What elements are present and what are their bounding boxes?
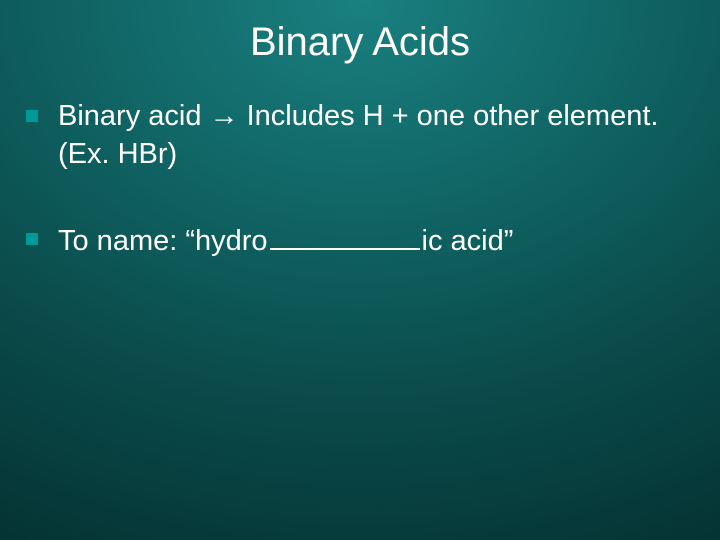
bullet-text-part: Binary acid bbox=[58, 100, 210, 132]
bullet-item: Binary acid → Includes H + one other ele… bbox=[26, 98, 694, 173]
arrow-icon: → bbox=[210, 100, 239, 132]
bullet-square-icon bbox=[26, 110, 38, 122]
bullet-item: To name: “hydro ic acid” bbox=[26, 221, 694, 261]
bullet-text-part: To name: “hydro bbox=[58, 225, 268, 257]
slide-body: Binary acid → Includes H + one other ele… bbox=[26, 98, 694, 309]
bullet-text: To name: “hydro ic acid” bbox=[58, 221, 513, 261]
bullet-text: Binary acid → Includes H + one other ele… bbox=[58, 98, 694, 173]
bullet-square-icon bbox=[26, 233, 38, 245]
blank-underline bbox=[270, 221, 420, 250]
slide-title: Binary Acids bbox=[0, 20, 720, 65]
bullet-text-part: ic acid” bbox=[422, 225, 514, 257]
